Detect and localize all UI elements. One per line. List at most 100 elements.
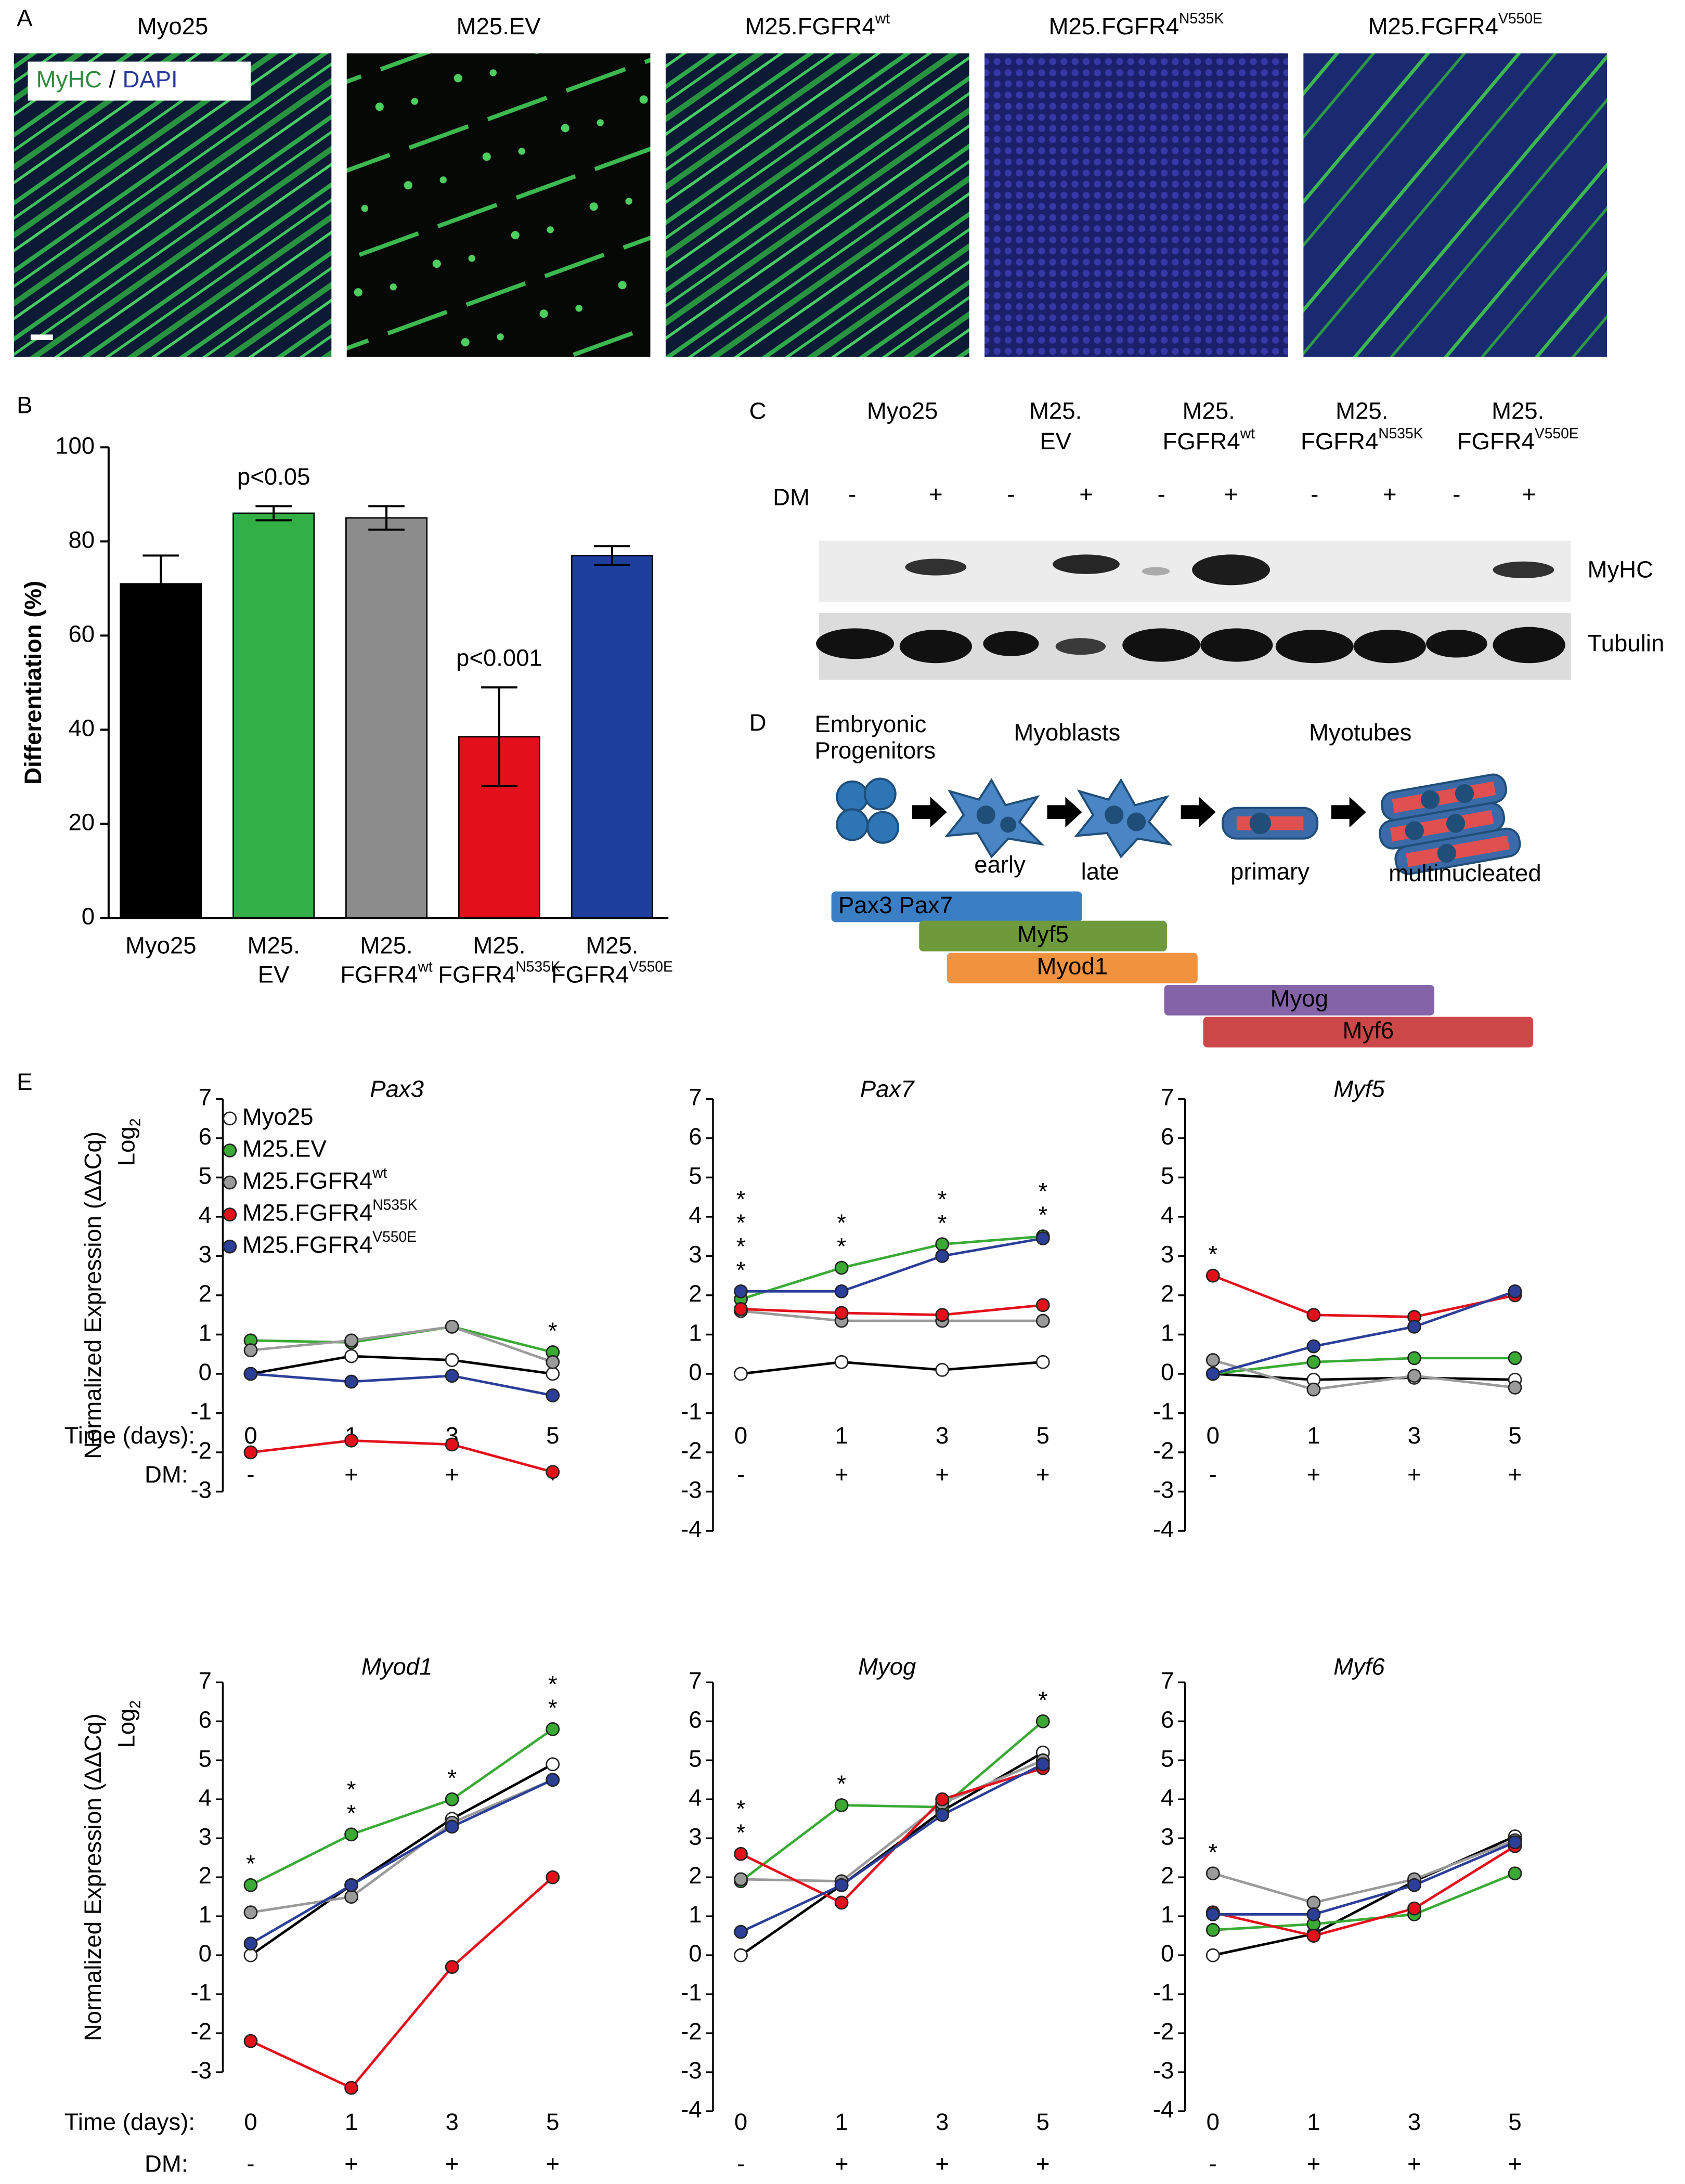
dm-sign: + [1036, 2151, 1050, 2177]
series-point [734, 1925, 748, 1939]
y-tick-label: 1 [689, 1319, 702, 1346]
legend-marker [223, 1143, 237, 1158]
stage-label: Myotubes [1309, 719, 1411, 746]
series-point [344, 1374, 358, 1389]
y-tick-label: 20 [68, 809, 95, 835]
significance-marker: * [837, 1233, 846, 1260]
p-value: p<0.05 [237, 463, 310, 490]
y-tick-label: -1 [191, 1979, 212, 2006]
dm-sign: - [848, 481, 856, 508]
series-point [445, 1792, 459, 1806]
chart-title: Myod1 [361, 1654, 433, 1680]
x-tick-label: M25. [586, 932, 638, 959]
panel-letter: B [17, 392, 32, 419]
error-bar [368, 505, 405, 531]
x-tick-label: 5 [1508, 2109, 1521, 2135]
series-line [1213, 1372, 1515, 1381]
x-tick-label: 0 [1207, 2109, 1220, 2135]
x-tick-label: 5 [546, 1422, 559, 1449]
y-tick-label: -3 [681, 2057, 702, 2084]
series-point [445, 1960, 459, 1974]
significance-marker: * [736, 1257, 746, 1283]
legend-label-part: wt [372, 1165, 387, 1181]
gene-bar [947, 953, 1198, 984]
series-point [1206, 1866, 1220, 1881]
series-point [1407, 1901, 1421, 1916]
panel-letter: A [17, 5, 33, 31]
gene-label: Myog [1271, 985, 1328, 1011]
dm-sign: + [445, 2151, 459, 2177]
dm-sign: + [344, 1461, 358, 1488]
y-tick-label: 0 [199, 1940, 212, 1967]
y-tick-label: 6 [199, 1706, 212, 1733]
stage-label: Progenitors [814, 737, 936, 764]
series-point [445, 1353, 459, 1367]
x-tick-label: 1 [835, 2109, 848, 2135]
y-tick-label: -1 [681, 1979, 702, 2006]
y-tick-label: 80 [68, 526, 95, 553]
stage-label: Embryonic [814, 711, 926, 737]
image-title: M25.EV [457, 13, 541, 40]
series-point [834, 1284, 849, 1298]
x-tick-label: 5 [1036, 1422, 1049, 1449]
dm-sign: + [935, 1461, 949, 1488]
series-point [546, 1355, 560, 1369]
image-title-part: N535K [1179, 10, 1224, 27]
y-tick-label: -4 [1153, 2096, 1174, 2123]
chart-title: Myf5 [1333, 1075, 1385, 1102]
x-tick-label: 0 [244, 1422, 257, 1449]
panel-letter: C [749, 397, 767, 424]
y-tick-label: -3 [191, 1477, 212, 1503]
significance-marker: * [548, 1318, 558, 1344]
series-point [344, 1890, 358, 1904]
y-tick-label: 60 [68, 620, 95, 647]
bar [120, 583, 202, 919]
series-point [935, 1363, 950, 1377]
dm-sign: + [445, 1461, 459, 1488]
series-point [935, 1249, 950, 1263]
dm-sign: + [1522, 481, 1536, 508]
y-tick-label: -2 [1153, 2018, 1174, 2045]
y-axis-label: Differentiation (%) [20, 581, 46, 785]
image-title-part: V550E [1498, 10, 1543, 27]
y-tick-label: 4 [199, 1784, 212, 1811]
blot-column-label: EV [1040, 428, 1071, 454]
blot-label: MyHC [1588, 556, 1653, 583]
y-tick-label: 2 [1161, 1280, 1174, 1307]
y-tick-label: -1 [191, 1398, 212, 1425]
x-tick-label: 1 [835, 1422, 848, 1449]
series-point [344, 1333, 358, 1348]
blot-column-label: FGFR4V550E [1457, 425, 1579, 455]
series-point [546, 1722, 560, 1736]
dm-sign: + [1307, 1461, 1321, 1488]
series-line [1212, 1290, 1515, 1375]
dm-sign: + [1036, 1461, 1050, 1488]
series-line [250, 1763, 553, 1957]
series-point [1306, 1382, 1321, 1397]
y-tick-label: -2 [191, 2018, 212, 2045]
y-axis-label-part: Log [113, 1126, 139, 1166]
y-axis-label-part: Log [113, 1709, 139, 1748]
significance-marker: * [837, 1771, 846, 1797]
x-tick-label-part: M25. [360, 932, 412, 959]
series-point [445, 1319, 459, 1334]
legend-label-part: M25.EV [242, 1135, 327, 1162]
y-tick-label: -3 [1153, 2057, 1174, 2084]
x-tick-label-part: EV [258, 961, 290, 988]
series-point [243, 1878, 258, 1892]
significance-marker: * [736, 1796, 746, 1822]
series-point [734, 1872, 748, 1887]
series-line [250, 1778, 553, 1945]
series-point [734, 1847, 748, 1861]
series-line [741, 1309, 1043, 1322]
dm-sign: - [737, 1461, 745, 1488]
series-line [250, 1325, 553, 1363]
x-tick-label: 3 [1408, 2109, 1421, 2135]
row-label: DM: [145, 2151, 188, 2177]
series-point [935, 1808, 950, 1822]
series-line [1213, 1872, 1515, 1931]
series-line [250, 1372, 553, 1397]
y-tick-label: 2 [1161, 1862, 1174, 1889]
series-point [1508, 1351, 1522, 1366]
y-tick-label: 1 [199, 1901, 212, 1928]
